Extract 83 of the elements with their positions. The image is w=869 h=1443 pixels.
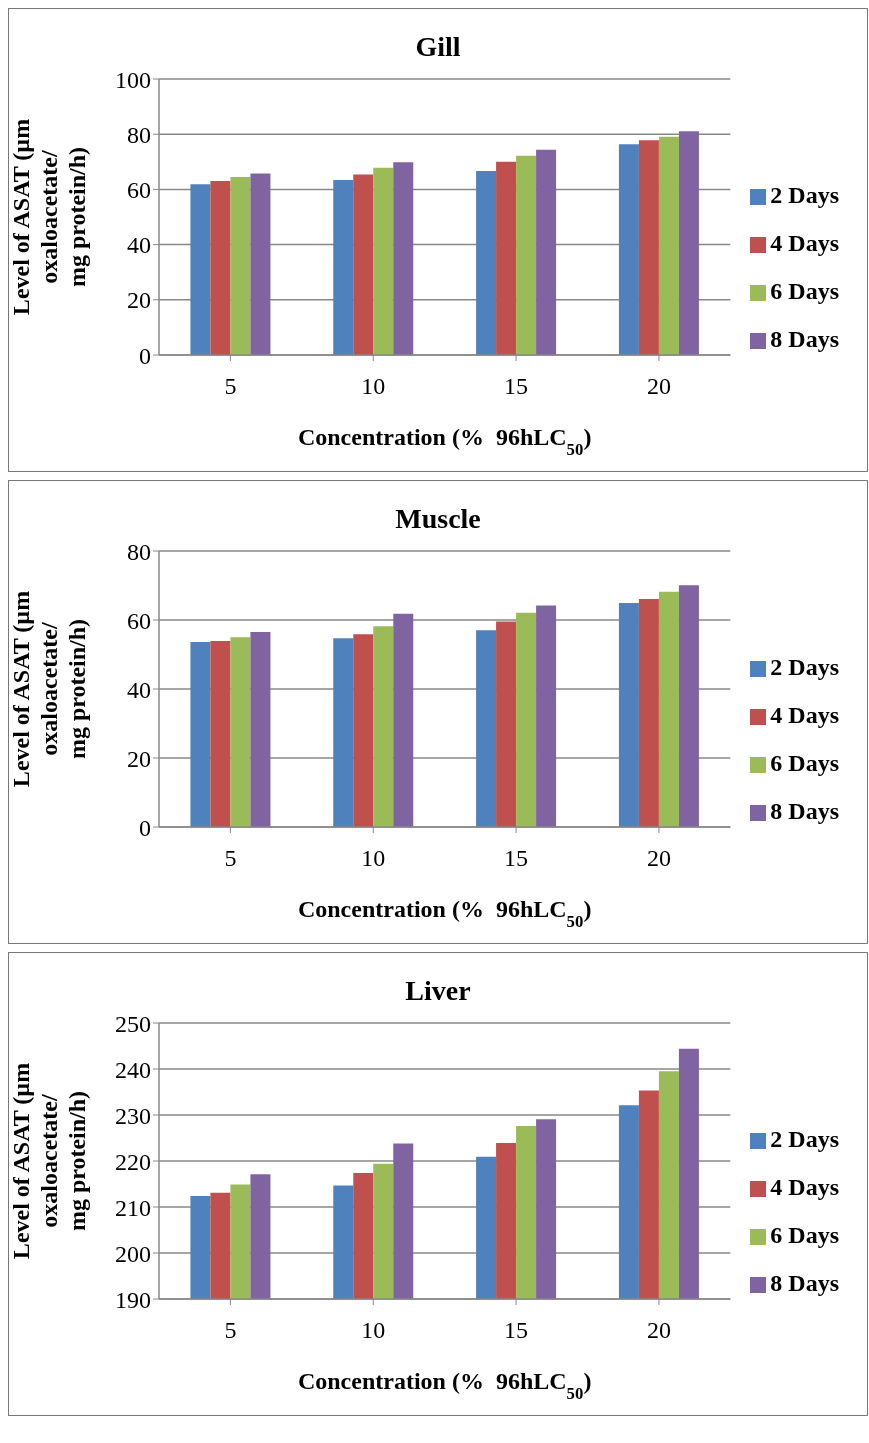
bar: [373, 626, 394, 827]
legend-label: 2 Days: [770, 1126, 839, 1152]
bar: [476, 170, 497, 355]
bar: [230, 176, 251, 355]
bar: [618, 144, 639, 355]
x-tick-label: 15: [504, 845, 529, 872]
bar: [393, 162, 414, 355]
legend-label: 6 Days: [770, 1222, 839, 1248]
legend-label: 8 Days: [770, 326, 839, 352]
x-axis-title: Concentration (% 96hLC$_{50}$): [297, 1368, 592, 1403]
bar: [190, 184, 211, 355]
x-tick-label: 5: [224, 845, 237, 872]
y-tick-label: 100: [115, 66, 151, 93]
x-tick-label: 20: [646, 1317, 671, 1344]
y-axis-title: Level of ASAT (µm oxaloacetate/ mg protein/h): [8, 118, 90, 316]
y-tick-label: 80: [127, 538, 151, 565]
x-tick-label: 10: [361, 1317, 386, 1344]
bar: [353, 634, 374, 827]
x-tick-label: 5: [224, 1317, 237, 1344]
x-tick-label: 20: [646, 373, 671, 400]
bar: [250, 173, 271, 355]
bar: [516, 612, 537, 827]
x-tick-label: 20: [646, 845, 671, 872]
y-axis-title: Level of ASAT (µm oxaloacetate/ mg protein/h): [8, 590, 90, 788]
y-tick-label: 240: [115, 1056, 151, 1083]
bar: [678, 131, 699, 355]
y-tick-label: 80: [127, 121, 151, 148]
chart-title: Gill: [415, 31, 461, 62]
legend-label: 4 Days: [770, 702, 839, 728]
bar: [536, 605, 557, 827]
x-tick-label: 10: [361, 845, 386, 872]
bar: [496, 161, 517, 355]
x-axis-title: Concentration (% 96hLC$_{50}$): [297, 424, 592, 459]
bar: [373, 167, 394, 355]
legend-label: 8 Days: [770, 798, 839, 824]
y-tick-label: 220: [115, 1148, 151, 1175]
legend-label: 4 Days: [770, 1174, 839, 1200]
y-tick-label: 20: [127, 287, 151, 314]
y-tick-label: 40: [127, 232, 151, 259]
x-tick-label: 15: [504, 373, 529, 400]
bar: [393, 613, 414, 827]
y-tick-label: 190: [115, 1286, 151, 1313]
y-tick-label: 210: [115, 1194, 151, 1221]
y-tick-label: 60: [127, 607, 151, 634]
x-tick-label: 10: [361, 373, 386, 400]
y-tick-label: 200: [115, 1240, 151, 1267]
bar: [190, 642, 211, 827]
legend-label: 6 Days: [770, 750, 839, 776]
bar: [536, 149, 557, 355]
bar: [658, 591, 679, 827]
x-tick-label: 15: [504, 1317, 529, 1344]
bar: [210, 641, 231, 827]
y-tick-label: 60: [127, 176, 151, 203]
legend-label: 8 Days: [770, 1270, 839, 1296]
bar: [476, 630, 497, 827]
x-tick-label: 5: [224, 373, 237, 400]
bar: [333, 638, 354, 827]
bar: [638, 598, 659, 827]
y-tick-label: 20: [127, 745, 151, 772]
bar: [333, 180, 354, 355]
y-axis-title: Level of ASAT (µm oxaloacetate/ mg protein/h): [8, 1062, 90, 1260]
y-tick-label: 250: [115, 1010, 151, 1037]
chart-title: Muscle: [395, 503, 481, 534]
y-tick-label: 0: [139, 814, 151, 841]
bar: [496, 621, 517, 827]
y-tick-label: 0: [139, 342, 151, 369]
bar: [618, 603, 639, 827]
chart-title: Liver: [405, 975, 471, 1006]
bar: [516, 155, 537, 355]
y-tick-label: 230: [115, 1102, 151, 1129]
legend-label: 6 Days: [770, 278, 839, 304]
legend-label: 2 Days: [770, 182, 839, 208]
bar: [678, 585, 699, 827]
bar: [353, 174, 374, 355]
bar: [638, 140, 659, 355]
bar: [230, 637, 251, 827]
legend-label: 2 Days: [770, 654, 839, 680]
x-axis-title: Concentration (% 96hLC$_{50}$): [297, 896, 592, 931]
bar: [658, 136, 679, 355]
bar: [250, 632, 271, 827]
legend-label: 4 Days: [770, 230, 839, 256]
bar: [210, 181, 231, 355]
y-tick-label: 40: [127, 676, 151, 703]
